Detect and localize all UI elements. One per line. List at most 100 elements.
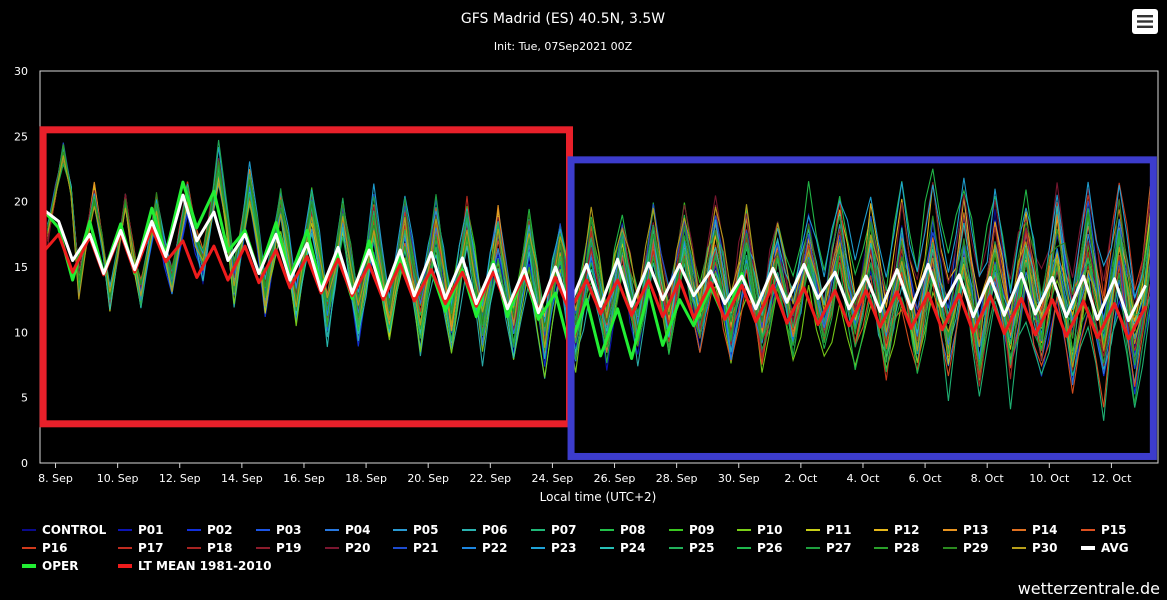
legend-item[interactable]: P02 xyxy=(187,523,233,537)
x-tick-label: 12. Sep xyxy=(159,472,201,485)
legend-item[interactable]: P26 xyxy=(737,541,783,555)
x-tick-label: 22. Sep xyxy=(469,472,511,485)
legend-item[interactable]: P23 xyxy=(531,541,577,555)
legend-label: P02 xyxy=(207,523,233,537)
x-tick-label: 12. Oct xyxy=(1091,472,1132,485)
legend-label: P10 xyxy=(757,523,783,537)
legend-item[interactable]: P20 xyxy=(325,541,371,555)
x-tick-label: 14. Sep xyxy=(221,472,263,485)
legend-item[interactable]: P25 xyxy=(669,541,715,555)
legend-item[interactable]: P14 xyxy=(1012,523,1058,537)
legend-item[interactable]: P27 xyxy=(806,541,852,555)
legend-item[interactable]: P09 xyxy=(669,523,715,537)
legend-label: P12 xyxy=(894,523,920,537)
series-line-avg xyxy=(40,193,1147,323)
x-tick-label: 16. Sep xyxy=(283,472,325,485)
legend-label: OPER xyxy=(42,559,78,573)
x-tick-label: 10. Oct xyxy=(1029,472,1070,485)
legend-label: P25 xyxy=(689,541,715,555)
legend-label: P14 xyxy=(1032,523,1058,537)
legend-label: P07 xyxy=(551,523,577,537)
legend-item[interactable]: P08 xyxy=(600,523,646,537)
legend-item[interactable]: P22 xyxy=(462,541,508,555)
y-tick-label: 20 xyxy=(14,196,28,209)
legend-item[interactable]: P28 xyxy=(874,541,920,555)
annotation-boxes xyxy=(39,126,1157,460)
legend-item[interactable]: P21 xyxy=(393,541,439,555)
legend-label: CONTROL xyxy=(42,523,107,537)
legend-item[interactable]: P24 xyxy=(600,541,646,555)
legend-item[interactable]: OPER xyxy=(22,559,78,573)
x-tick-label: 24. Sep xyxy=(532,472,574,485)
ensemble-members xyxy=(47,139,1151,421)
y-tick-label: 10 xyxy=(14,326,28,339)
highlight-series xyxy=(40,180,1147,360)
legend-label: P05 xyxy=(413,523,439,537)
series-line-lt-mean xyxy=(40,226,1147,341)
legend-label: P28 xyxy=(894,541,920,555)
legend-item[interactable]: CONTROL xyxy=(22,523,107,537)
x-tick-label: 10. Sep xyxy=(97,472,139,485)
legend-label: P04 xyxy=(345,523,371,537)
x-tick-label: 28. Sep xyxy=(656,472,698,485)
legend-item[interactable]: P15 xyxy=(1081,523,1127,537)
legend-label: P22 xyxy=(482,541,508,555)
y-tick-label: 30 xyxy=(14,65,28,78)
legend-label: P16 xyxy=(42,541,68,555)
legend-item[interactable]: P06 xyxy=(462,523,508,537)
blue-highlight-box xyxy=(567,156,1157,460)
legend-item[interactable]: P13 xyxy=(943,523,989,537)
legend-label: P21 xyxy=(413,541,439,555)
y-tick-label: 25 xyxy=(14,130,28,143)
x-tick-label: 26. Sep xyxy=(594,472,636,485)
legend-label: P18 xyxy=(207,541,233,555)
legend: CONTROL P01 P02 P03 P04 P05 P06 P07 P08 P09 P10 P11… xyxy=(22,523,1129,573)
legend-item[interactable]: P03 xyxy=(256,523,302,537)
x-tick-label: 8. Sep xyxy=(38,472,73,485)
legend-item[interactable]: P18 xyxy=(187,541,233,555)
legend-label: AVG xyxy=(1101,541,1129,555)
x-tick-label: 2. Oct xyxy=(784,472,818,485)
legend-item[interactable]: P16 xyxy=(22,541,68,555)
legend-label: P17 xyxy=(138,541,164,555)
legend-label: P09 xyxy=(689,523,715,537)
x-tick-label: 30. Sep xyxy=(718,472,760,485)
legend-label: P11 xyxy=(826,523,852,537)
legend-item[interactable]: P11 xyxy=(806,523,852,537)
legend-label: P27 xyxy=(826,541,852,555)
legend-label: P20 xyxy=(345,541,371,555)
x-tick-label: 18. Sep xyxy=(345,472,387,485)
x-axis-label: Local time (UTC+2) xyxy=(540,490,657,504)
legend-label: P08 xyxy=(620,523,646,537)
legend-item[interactable]: P04 xyxy=(325,523,371,537)
legend-item[interactable]: P30 xyxy=(1012,541,1058,555)
hamburger-menu-icon[interactable] xyxy=(1132,9,1158,34)
x-tick-label: 20. Sep xyxy=(407,472,449,485)
legend-item[interactable]: P05 xyxy=(393,523,439,537)
y-axis: 0 5 10 15 20 25 30 xyxy=(14,65,28,470)
legend-label: P03 xyxy=(276,523,302,537)
legend-label: P30 xyxy=(1032,541,1058,555)
x-tick-label: 8. Oct xyxy=(971,472,1005,485)
legend-item[interactable]: P12 xyxy=(874,523,920,537)
legend-item[interactable]: P17 xyxy=(118,541,164,555)
x-tick-label: 6. Oct xyxy=(909,472,943,485)
legend-label: P23 xyxy=(551,541,577,555)
y-tick-label: 0 xyxy=(21,457,28,470)
legend-label: P01 xyxy=(138,523,164,537)
legend-item[interactable]: P01 xyxy=(118,523,164,537)
legend-item[interactable]: P10 xyxy=(737,523,783,537)
y-tick-label: 5 xyxy=(21,392,28,405)
legend-label: P06 xyxy=(482,523,508,537)
legend-item[interactable]: LT MEAN 1981-2010 xyxy=(118,559,271,573)
x-axis: 8. Sep 10. Sep 12. Sep 14. Sep 16. Sep 18. Se… xyxy=(38,463,1132,485)
chart-title: GFS Madrid (ES) 40.5N, 3.5W xyxy=(461,11,665,27)
y-tick-label: 15 xyxy=(14,261,28,274)
legend-item[interactable]: AVG xyxy=(1081,541,1129,555)
legend-item[interactable]: P29 xyxy=(943,541,989,555)
legend-label: P29 xyxy=(963,541,989,555)
series-line-p30 xyxy=(47,155,1151,368)
x-tick-label: 4. Oct xyxy=(846,472,880,485)
legend-item[interactable]: P07 xyxy=(531,523,577,537)
legend-item[interactable]: P19 xyxy=(256,541,302,555)
